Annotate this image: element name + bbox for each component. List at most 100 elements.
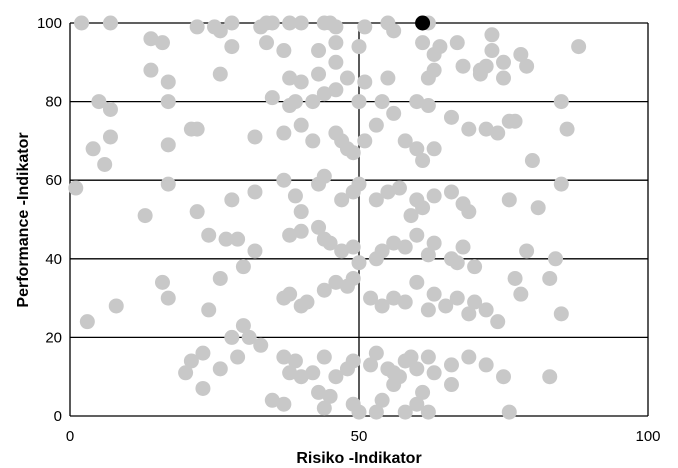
- data-point: [253, 19, 269, 35]
- data-point: [293, 369, 309, 385]
- data-point: [438, 298, 454, 314]
- data-point: [490, 314, 506, 330]
- data-point: [212, 270, 228, 286]
- data-point: [293, 204, 309, 220]
- data-point: [276, 43, 292, 59]
- data-point: [455, 239, 471, 255]
- data-point: [501, 404, 517, 420]
- y-tick-label: 80: [45, 94, 62, 111]
- data-point: [363, 357, 379, 373]
- data-point: [311, 219, 327, 235]
- data-point: [415, 200, 431, 216]
- data-point: [339, 70, 355, 86]
- data-point: [322, 388, 338, 404]
- data-point: [241, 329, 257, 345]
- data-point: [357, 74, 373, 90]
- data-point: [235, 259, 251, 275]
- data-point: [386, 105, 402, 121]
- data-point: [374, 243, 390, 259]
- data-point: [235, 318, 251, 334]
- data-point: [212, 361, 228, 377]
- data-points: [68, 15, 587, 420]
- data-point: [143, 31, 159, 47]
- data-point: [409, 227, 425, 243]
- data-point: [496, 369, 511, 385]
- data-point: [351, 255, 367, 271]
- data-point: [426, 235, 442, 251]
- data-point: [368, 345, 384, 361]
- data-point: [264, 392, 280, 408]
- data-point: [513, 46, 529, 62]
- highlight-point: [415, 15, 431, 31]
- y-tick-label: 100: [37, 15, 62, 32]
- data-point: [293, 223, 309, 239]
- data-point: [548, 251, 564, 267]
- data-point: [449, 35, 465, 51]
- data-point: [397, 404, 413, 420]
- data-point: [276, 125, 292, 141]
- data-point: [351, 404, 367, 420]
- data-point: [507, 113, 523, 129]
- data-point: [420, 302, 436, 318]
- data-point: [380, 184, 396, 200]
- data-point: [415, 384, 431, 400]
- data-point: [426, 365, 442, 381]
- data-point: [183, 353, 199, 369]
- data-point: [386, 23, 402, 39]
- data-point: [102, 129, 118, 145]
- data-point: [247, 184, 263, 200]
- data-point: [276, 172, 292, 188]
- data-point: [305, 365, 321, 381]
- data-point: [322, 235, 338, 251]
- x-tick-label: 0: [66, 428, 74, 445]
- data-point: [426, 286, 442, 302]
- data-point: [195, 380, 211, 396]
- data-point: [391, 369, 407, 385]
- data-point: [542, 369, 558, 385]
- data-point: [85, 141, 101, 157]
- y-axis-title: Performance -Indikator: [15, 132, 32, 307]
- data-point: [409, 274, 425, 290]
- data-point: [201, 227, 217, 243]
- data-point: [282, 227, 298, 243]
- data-point: [79, 314, 95, 330]
- data-point: [311, 43, 327, 59]
- data-point: [143, 62, 159, 78]
- data-point: [478, 302, 494, 318]
- data-point: [218, 231, 234, 247]
- data-point: [305, 94, 321, 110]
- data-point: [559, 121, 575, 137]
- data-point: [154, 274, 170, 290]
- data-point: [461, 349, 477, 365]
- data-point: [247, 129, 263, 145]
- data-point: [160, 290, 176, 306]
- data-point: [282, 15, 298, 31]
- data-point: [160, 137, 176, 153]
- data-point: [420, 404, 436, 420]
- data-point: [409, 94, 425, 110]
- data-point: [328, 82, 344, 98]
- data-point: [357, 19, 373, 35]
- data-point: [409, 361, 425, 377]
- data-point: [415, 153, 431, 169]
- data-point: [311, 66, 327, 82]
- data-point: [542, 270, 558, 286]
- data-point: [415, 35, 431, 51]
- data-point: [397, 239, 413, 255]
- data-point: [409, 141, 425, 157]
- data-point: [426, 188, 442, 204]
- data-point: [351, 94, 367, 110]
- data-point: [189, 121, 205, 137]
- data-point: [160, 94, 176, 110]
- data-point: [230, 349, 246, 365]
- y-tick-label: 0: [54, 408, 62, 425]
- data-point: [293, 15, 309, 31]
- data-point: [478, 357, 494, 373]
- data-point: [368, 192, 384, 208]
- data-point: [328, 274, 344, 290]
- data-point: [316, 168, 332, 184]
- data-point: [316, 400, 332, 416]
- data-point: [299, 294, 315, 310]
- y-tick-label: 60: [45, 172, 62, 189]
